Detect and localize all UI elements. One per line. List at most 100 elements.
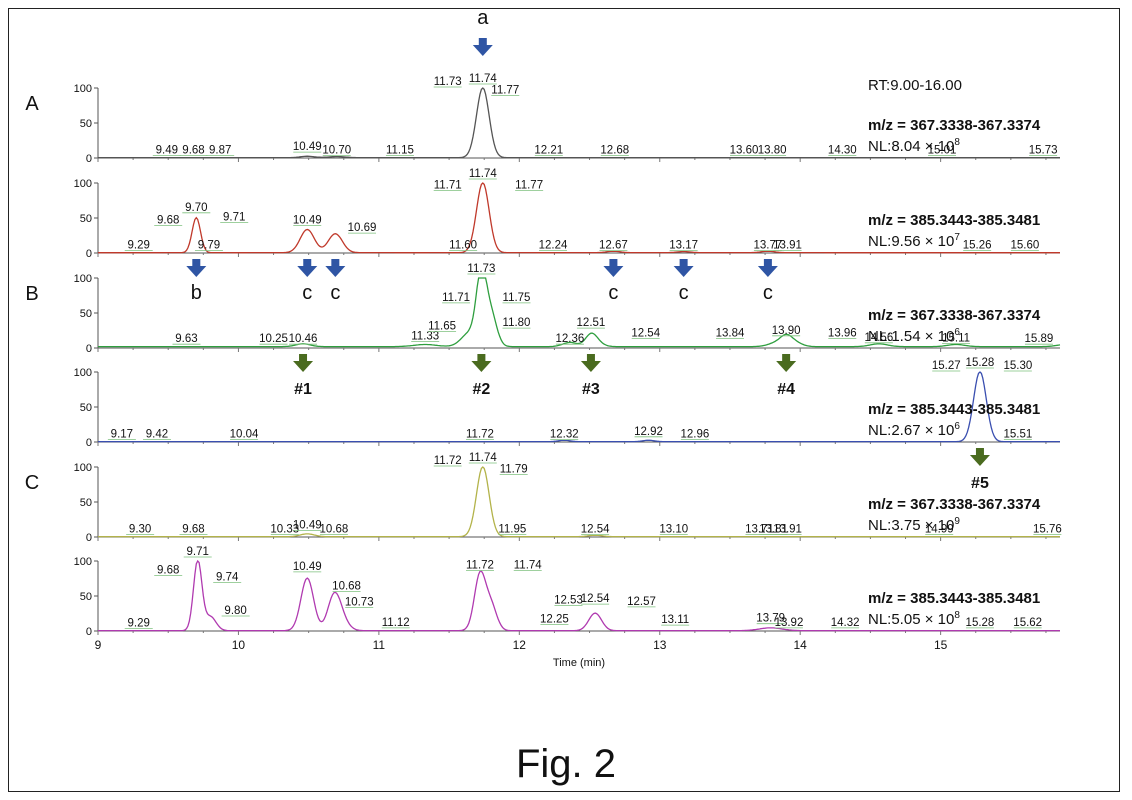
marker-label: #5	[971, 475, 989, 492]
marker-arrow-head	[673, 266, 694, 277]
figure-frame	[8, 8, 1120, 792]
peak-label: 14.99	[925, 524, 954, 536]
peak-label: 15.26	[963, 240, 992, 252]
marker-arrow-head	[580, 361, 601, 372]
nl-prefix: NL:	[868, 328, 891, 345]
marker-arrow-shaft	[478, 38, 487, 46]
mz-range-label: m/z = 385.3443-385.3481	[868, 212, 1040, 229]
marker-arrow-shaft	[477, 354, 486, 362]
nl-mantissa: 1.54	[891, 328, 920, 345]
x-tick-label: 9	[95, 638, 102, 652]
peak-label: 12.32	[550, 429, 579, 441]
peak-label: 9.68	[182, 145, 204, 157]
marker-label: c	[679, 282, 689, 304]
y-tick-label: 100	[74, 462, 92, 474]
marker-arrow	[603, 259, 624, 277]
peak-label: 9.80	[224, 605, 246, 617]
peak-label: 11.95	[498, 524, 526, 536]
peak-label: 10.25	[259, 333, 288, 345]
peak-label: 14.30	[828, 145, 857, 157]
peak-label: 12.54	[581, 593, 610, 605]
x-tick-label: 14	[794, 638, 808, 652]
nl-mantissa: 9.56	[891, 233, 920, 250]
nl-prefix: NL:	[868, 233, 891, 250]
peak-label: 9.29	[128, 240, 150, 252]
x-tick-label: 13	[653, 638, 667, 652]
panel-6: 0 50 100 9.29 9.68 9.71 9.74 9.80 10.49 10.68 10.7…	[74, 546, 1060, 638]
peak-label: 10.49	[293, 519, 322, 531]
chromatogram-trace	[98, 87, 1060, 159]
peak-label: 13.79	[756, 613, 785, 625]
marker-arrow-head	[325, 266, 346, 277]
marker-arrow	[471, 354, 492, 372]
peak-label: 12.54	[631, 328, 660, 340]
marker-arrow	[673, 259, 694, 277]
nl-value: NL:1.54 × 106	[868, 327, 960, 345]
peak-label: 11.71	[442, 292, 470, 304]
y-tick-label: 0	[86, 532, 92, 544]
peak-label: 11.77	[491, 84, 519, 96]
nl-mantissa: 5.05	[891, 611, 920, 628]
mz-range-label: m/z = 385.3443-385.3481	[868, 590, 1040, 607]
peak-label: 15.89	[1025, 333, 1054, 345]
chromatogram-trace	[98, 371, 1060, 443]
nl-times: × 10	[921, 517, 955, 534]
nl-prefix: NL:	[868, 138, 891, 155]
peak-label: 11.71	[434, 179, 462, 191]
peak-label: 9.79	[198, 240, 220, 252]
nl-value: NL:5.05 × 108	[868, 610, 960, 628]
peak-label: 10.68	[332, 581, 361, 593]
peak-label: 12.96	[680, 429, 709, 441]
peak-label: 9.30	[129, 524, 151, 536]
peak-label: 9.29	[128, 618, 150, 630]
marker-label: #3	[582, 381, 600, 398]
y-tick-label: 0	[86, 626, 92, 638]
peak-label: 9.70	[185, 202, 207, 214]
peak-label: 14.56	[864, 332, 893, 344]
peak-label: 12.92	[634, 426, 663, 438]
peak-label: 10.49	[293, 214, 322, 226]
marker-arrow-head	[603, 266, 624, 277]
peak-label: 15.60	[1010, 240, 1039, 252]
marker-arrow	[293, 354, 314, 372]
nl-times: × 10	[921, 233, 955, 250]
peak-label: 15.01	[928, 145, 957, 157]
peak-label: 10.49	[293, 141, 322, 153]
peak-label: 12.54	[581, 524, 610, 536]
peak-label: 12.51	[577, 317, 606, 329]
y-tick-label: 0	[86, 248, 92, 260]
peak-label: 9.17	[111, 429, 133, 441]
peak-label: 11.75	[503, 292, 531, 304]
y-tick-label: 50	[80, 402, 92, 414]
y-tick-label: 50	[80, 591, 92, 603]
marker-arrow	[580, 354, 601, 372]
peak-label: 12.36	[555, 333, 584, 345]
peak-label: 9.71	[223, 212, 245, 224]
peak-label: 15.51	[1003, 429, 1032, 441]
marker-arrow-shaft	[609, 259, 618, 267]
marker-label: a	[477, 7, 489, 29]
peak-label: 13.11	[661, 614, 689, 626]
marker-arrow-shaft	[679, 259, 688, 267]
peak-label: 15.73	[1029, 145, 1058, 157]
nl-exponent: 7	[954, 232, 960, 243]
peak-label: 13.77	[753, 240, 782, 252]
marker-arrow-head	[757, 266, 778, 277]
section-label: A	[25, 93, 39, 115]
panel-1: 0 50 100 9.49 9.68 9.87 10.49 10.70 11.15 11.73 11…	[25, 73, 1060, 165]
peak-label: 15.62	[1013, 617, 1042, 629]
peak-label: 12.68	[600, 145, 629, 157]
peak-label: 13.60	[730, 145, 759, 157]
marker-arrow-head	[293, 361, 314, 372]
nl-prefix: NL:	[868, 517, 891, 534]
marker-label: #4	[777, 381, 795, 398]
peak-label: 11.33	[411, 330, 439, 342]
peak-label: 12.57	[627, 596, 656, 608]
peak-label: 9.68	[157, 214, 179, 226]
marker-arrow	[186, 259, 207, 277]
peak-label: 15.11	[942, 333, 970, 345]
peak-label: 9.49	[156, 145, 178, 157]
x-tick-label: 10	[232, 638, 246, 652]
